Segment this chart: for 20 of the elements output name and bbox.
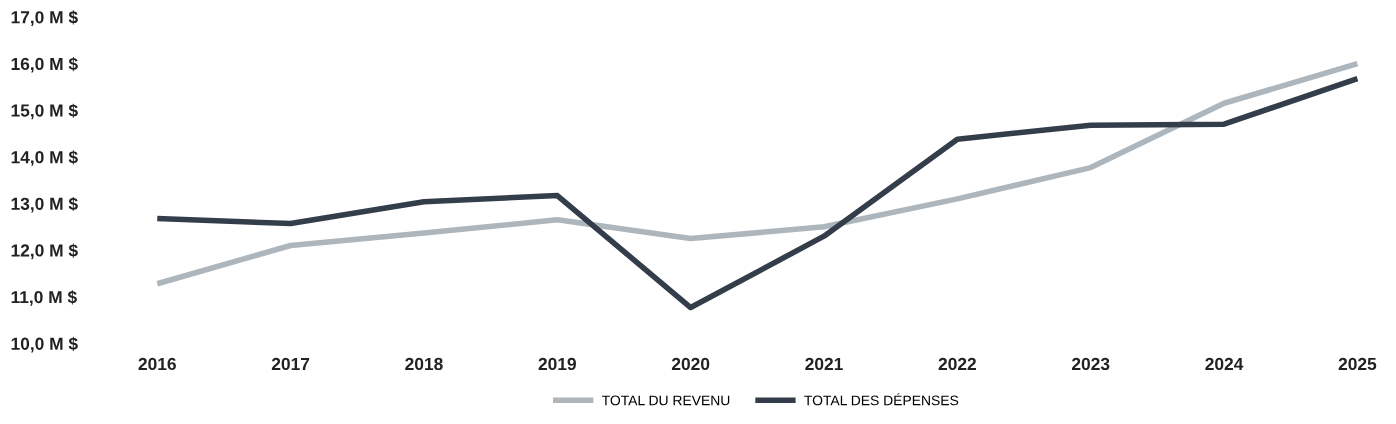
y-tick-label: 12,0 M $ <box>11 243 78 260</box>
x-tick-label: 2024 <box>1205 357 1244 371</box>
x-tick-label: 2019 <box>538 357 576 371</box>
x-tick-label: 2022 <box>938 357 976 371</box>
y-tick-label: 10,0 M $ <box>11 336 78 353</box>
x-tick-label: 2018 <box>405 357 443 371</box>
y-tick-label: 15,0 M $ <box>11 103 78 120</box>
x-tick-label: 2023 <box>1072 357 1110 371</box>
x-tick-label: 2017 <box>271 357 310 371</box>
y-tick-label: 11,0 M $ <box>11 290 77 306</box>
x-tick-label: 2025 <box>1338 357 1377 371</box>
x-tick-label: 2020 <box>671 357 710 371</box>
legend-label: TOTAL DU REVENU <box>601 395 730 406</box>
y-tick-label: 14,0 M $ <box>11 150 78 166</box>
x-tick-label: 2021 <box>805 357 843 371</box>
legend-label: TOTAL DES DÉPENSES <box>804 393 959 406</box>
x-tick-label: 2016 <box>138 357 176 371</box>
y-tick-label: 13,0 M $ <box>11 196 78 213</box>
y-tick-label: 17,0 M $ <box>11 10 78 26</box>
y-tick-label: 16,0 M $ <box>11 57 78 73</box>
